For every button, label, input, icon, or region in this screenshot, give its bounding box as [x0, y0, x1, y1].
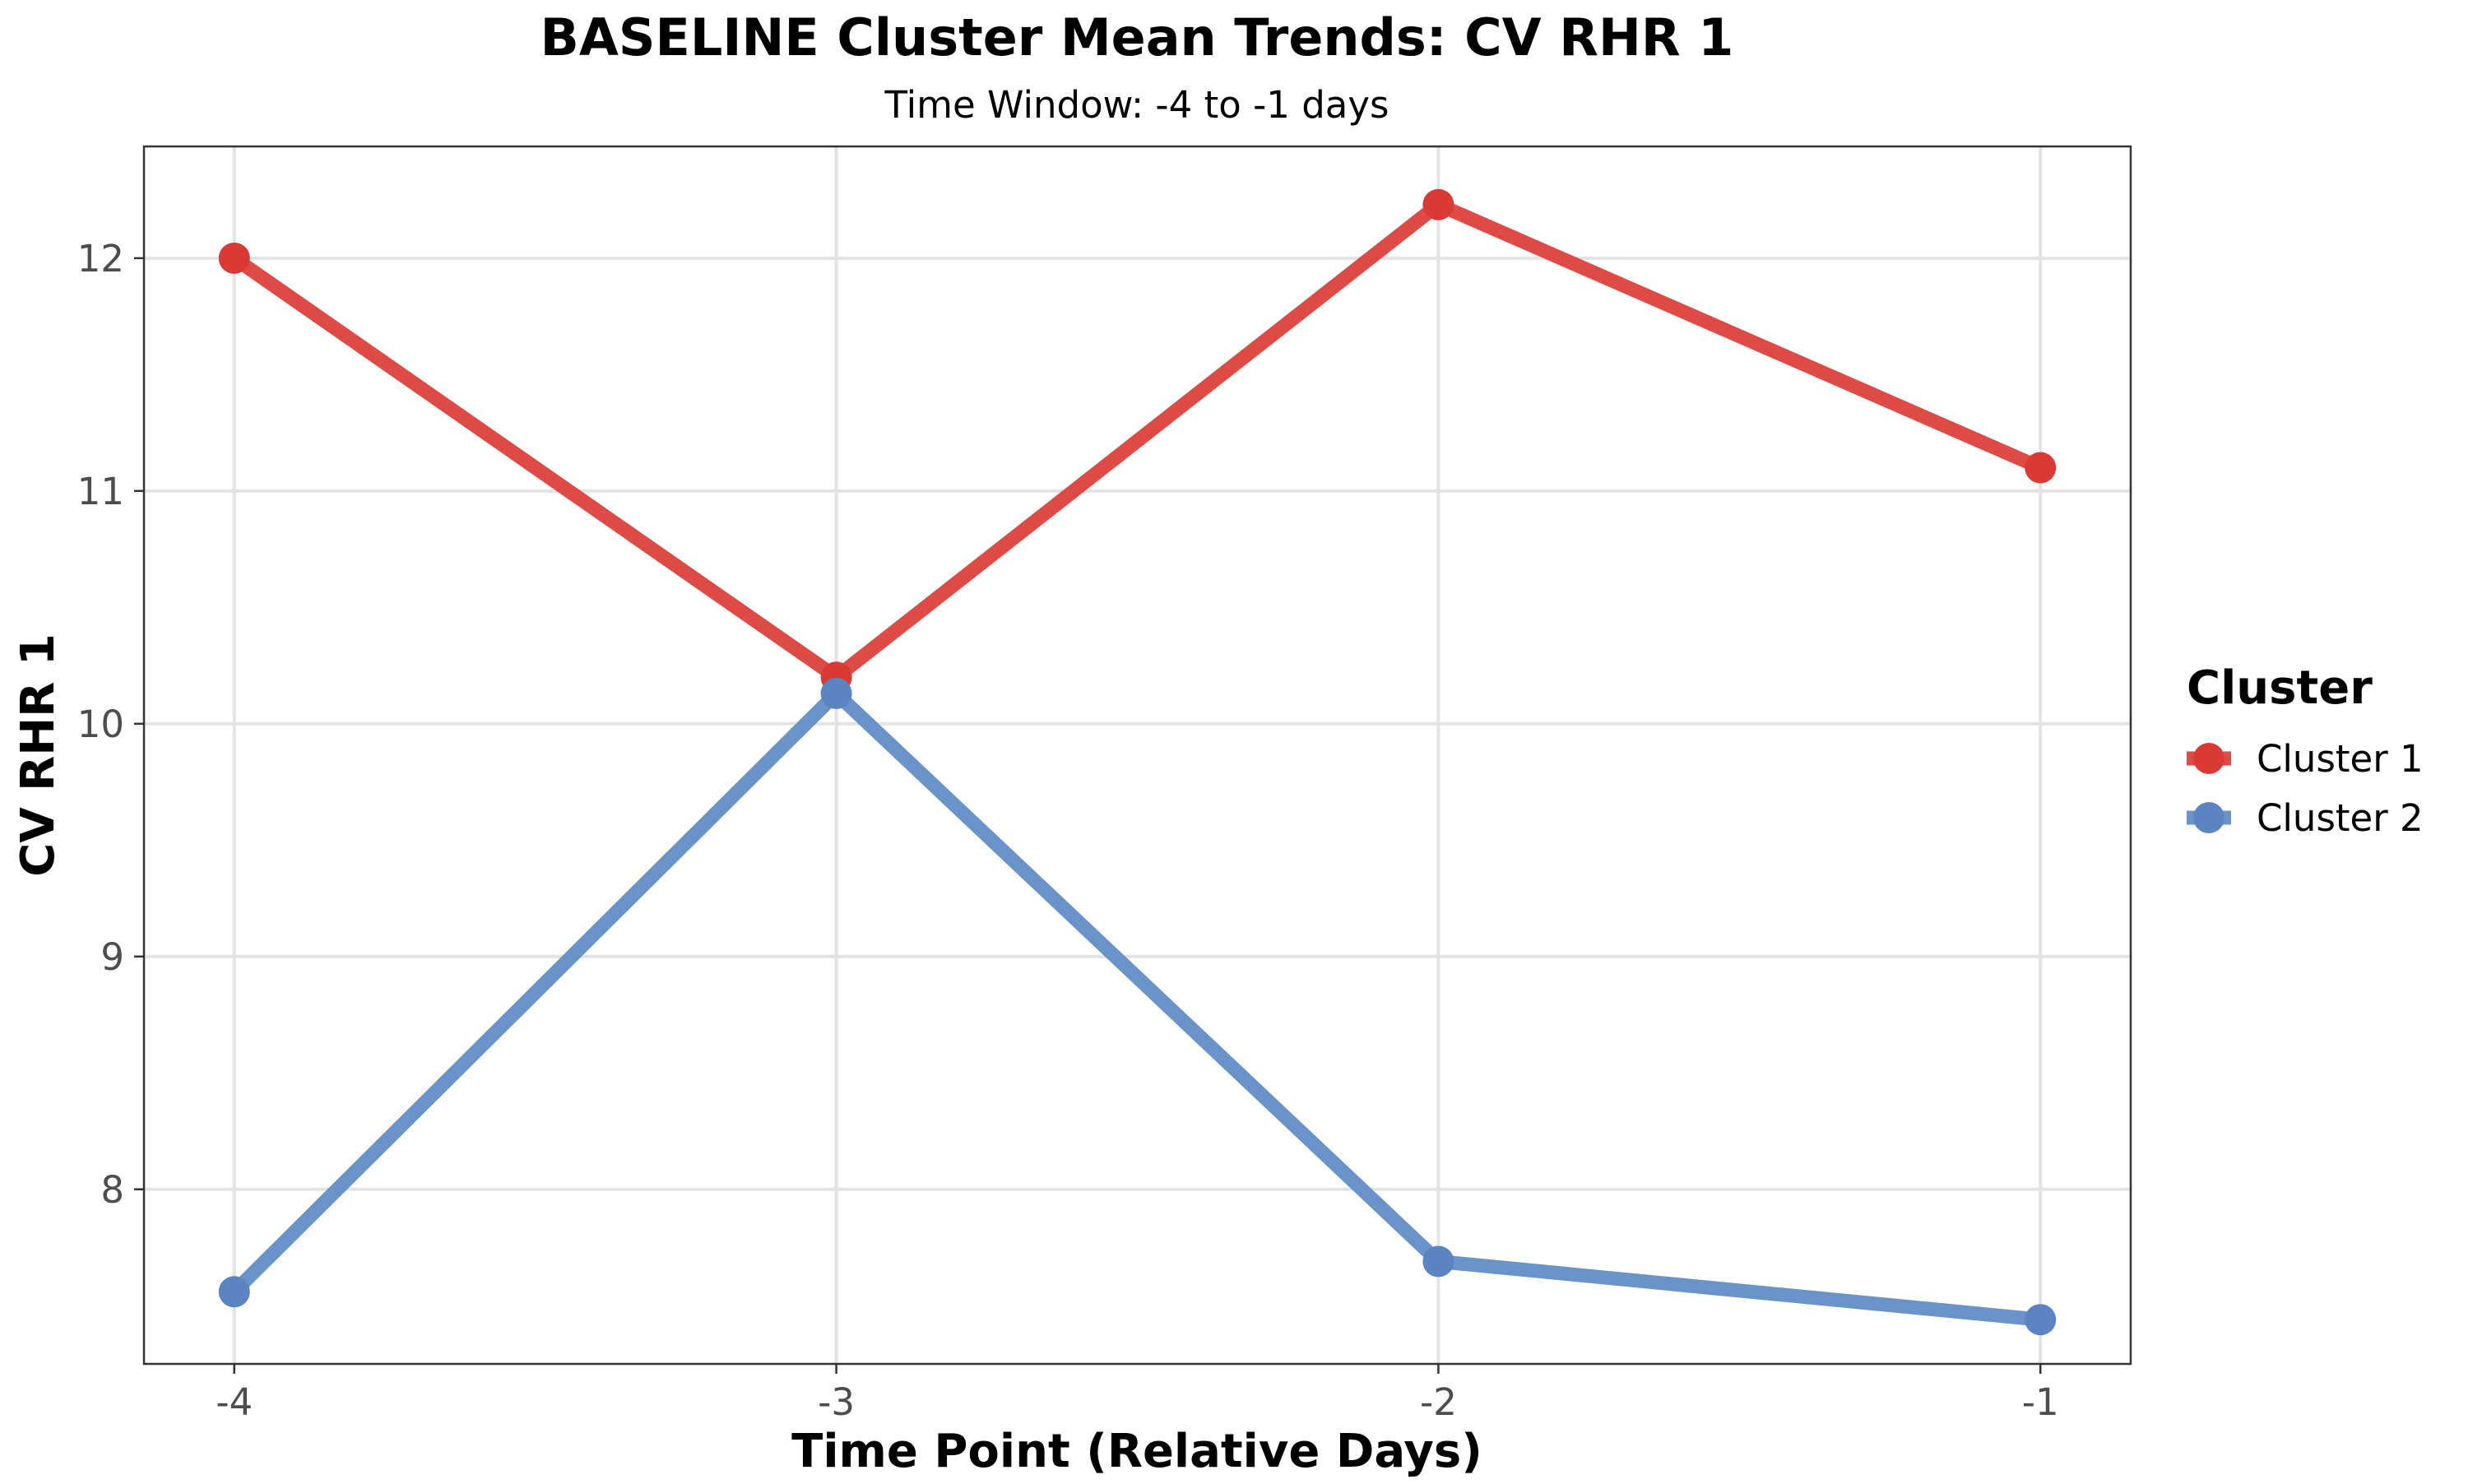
- x-tick-label: -3: [818, 1380, 855, 1424]
- axes: -4 -3 -2 -1 8 9 10 11 12: [77, 237, 2059, 1424]
- y-tick-label: 12: [77, 237, 124, 281]
- legend-label: Cluster 1: [2257, 737, 2424, 781]
- data-point: [218, 242, 250, 274]
- x-axis-title: Time Point (Relative Days): [791, 1425, 1482, 1478]
- legend: Cluster Cluster 1 Cluster 2: [2187, 661, 2424, 840]
- y-tick-label: 8: [100, 1168, 124, 1212]
- legend-item: Cluster 1: [2187, 737, 2424, 781]
- chart-title: BASELINE Cluster Mean Trends: CV RHR 1: [540, 7, 1734, 67]
- series-line: [229, 686, 2042, 1327]
- y-tick-label: 11: [77, 470, 124, 513]
- data-point: [1422, 1245, 1454, 1278]
- legend-label: Cluster 2: [2257, 796, 2424, 840]
- data-point: [218, 1276, 250, 1308]
- data-point: [820, 678, 852, 710]
- legend-item: Cluster 2: [2187, 796, 2424, 840]
- series-1: [218, 188, 2057, 693]
- legend-title: Cluster: [2187, 661, 2373, 715]
- y-tick-label: 9: [100, 935, 124, 979]
- legend-point-key: [2193, 743, 2224, 774]
- data-point: [2025, 1304, 2057, 1336]
- y-tick-label: 10: [77, 703, 124, 746]
- plot-panel-border: [142, 145, 2132, 1366]
- y-axis-title: CV RHR 1: [12, 633, 65, 877]
- series-line: [230, 197, 2044, 684]
- data-point: [2025, 452, 2057, 484]
- x-tick-label: -4: [216, 1380, 253, 1424]
- chart-subtitle: Time Window: -4 to -1 days: [884, 83, 1389, 127]
- x-tick-label: -1: [2022, 1380, 2059, 1424]
- series-layer: [218, 188, 2057, 1336]
- legend-point-key: [2193, 802, 2224, 833]
- x-tick-label: -2: [1420, 1380, 1457, 1424]
- data-point: [1422, 188, 1454, 220]
- series-2: [218, 678, 2057, 1336]
- grid-lines: [144, 146, 2131, 1364]
